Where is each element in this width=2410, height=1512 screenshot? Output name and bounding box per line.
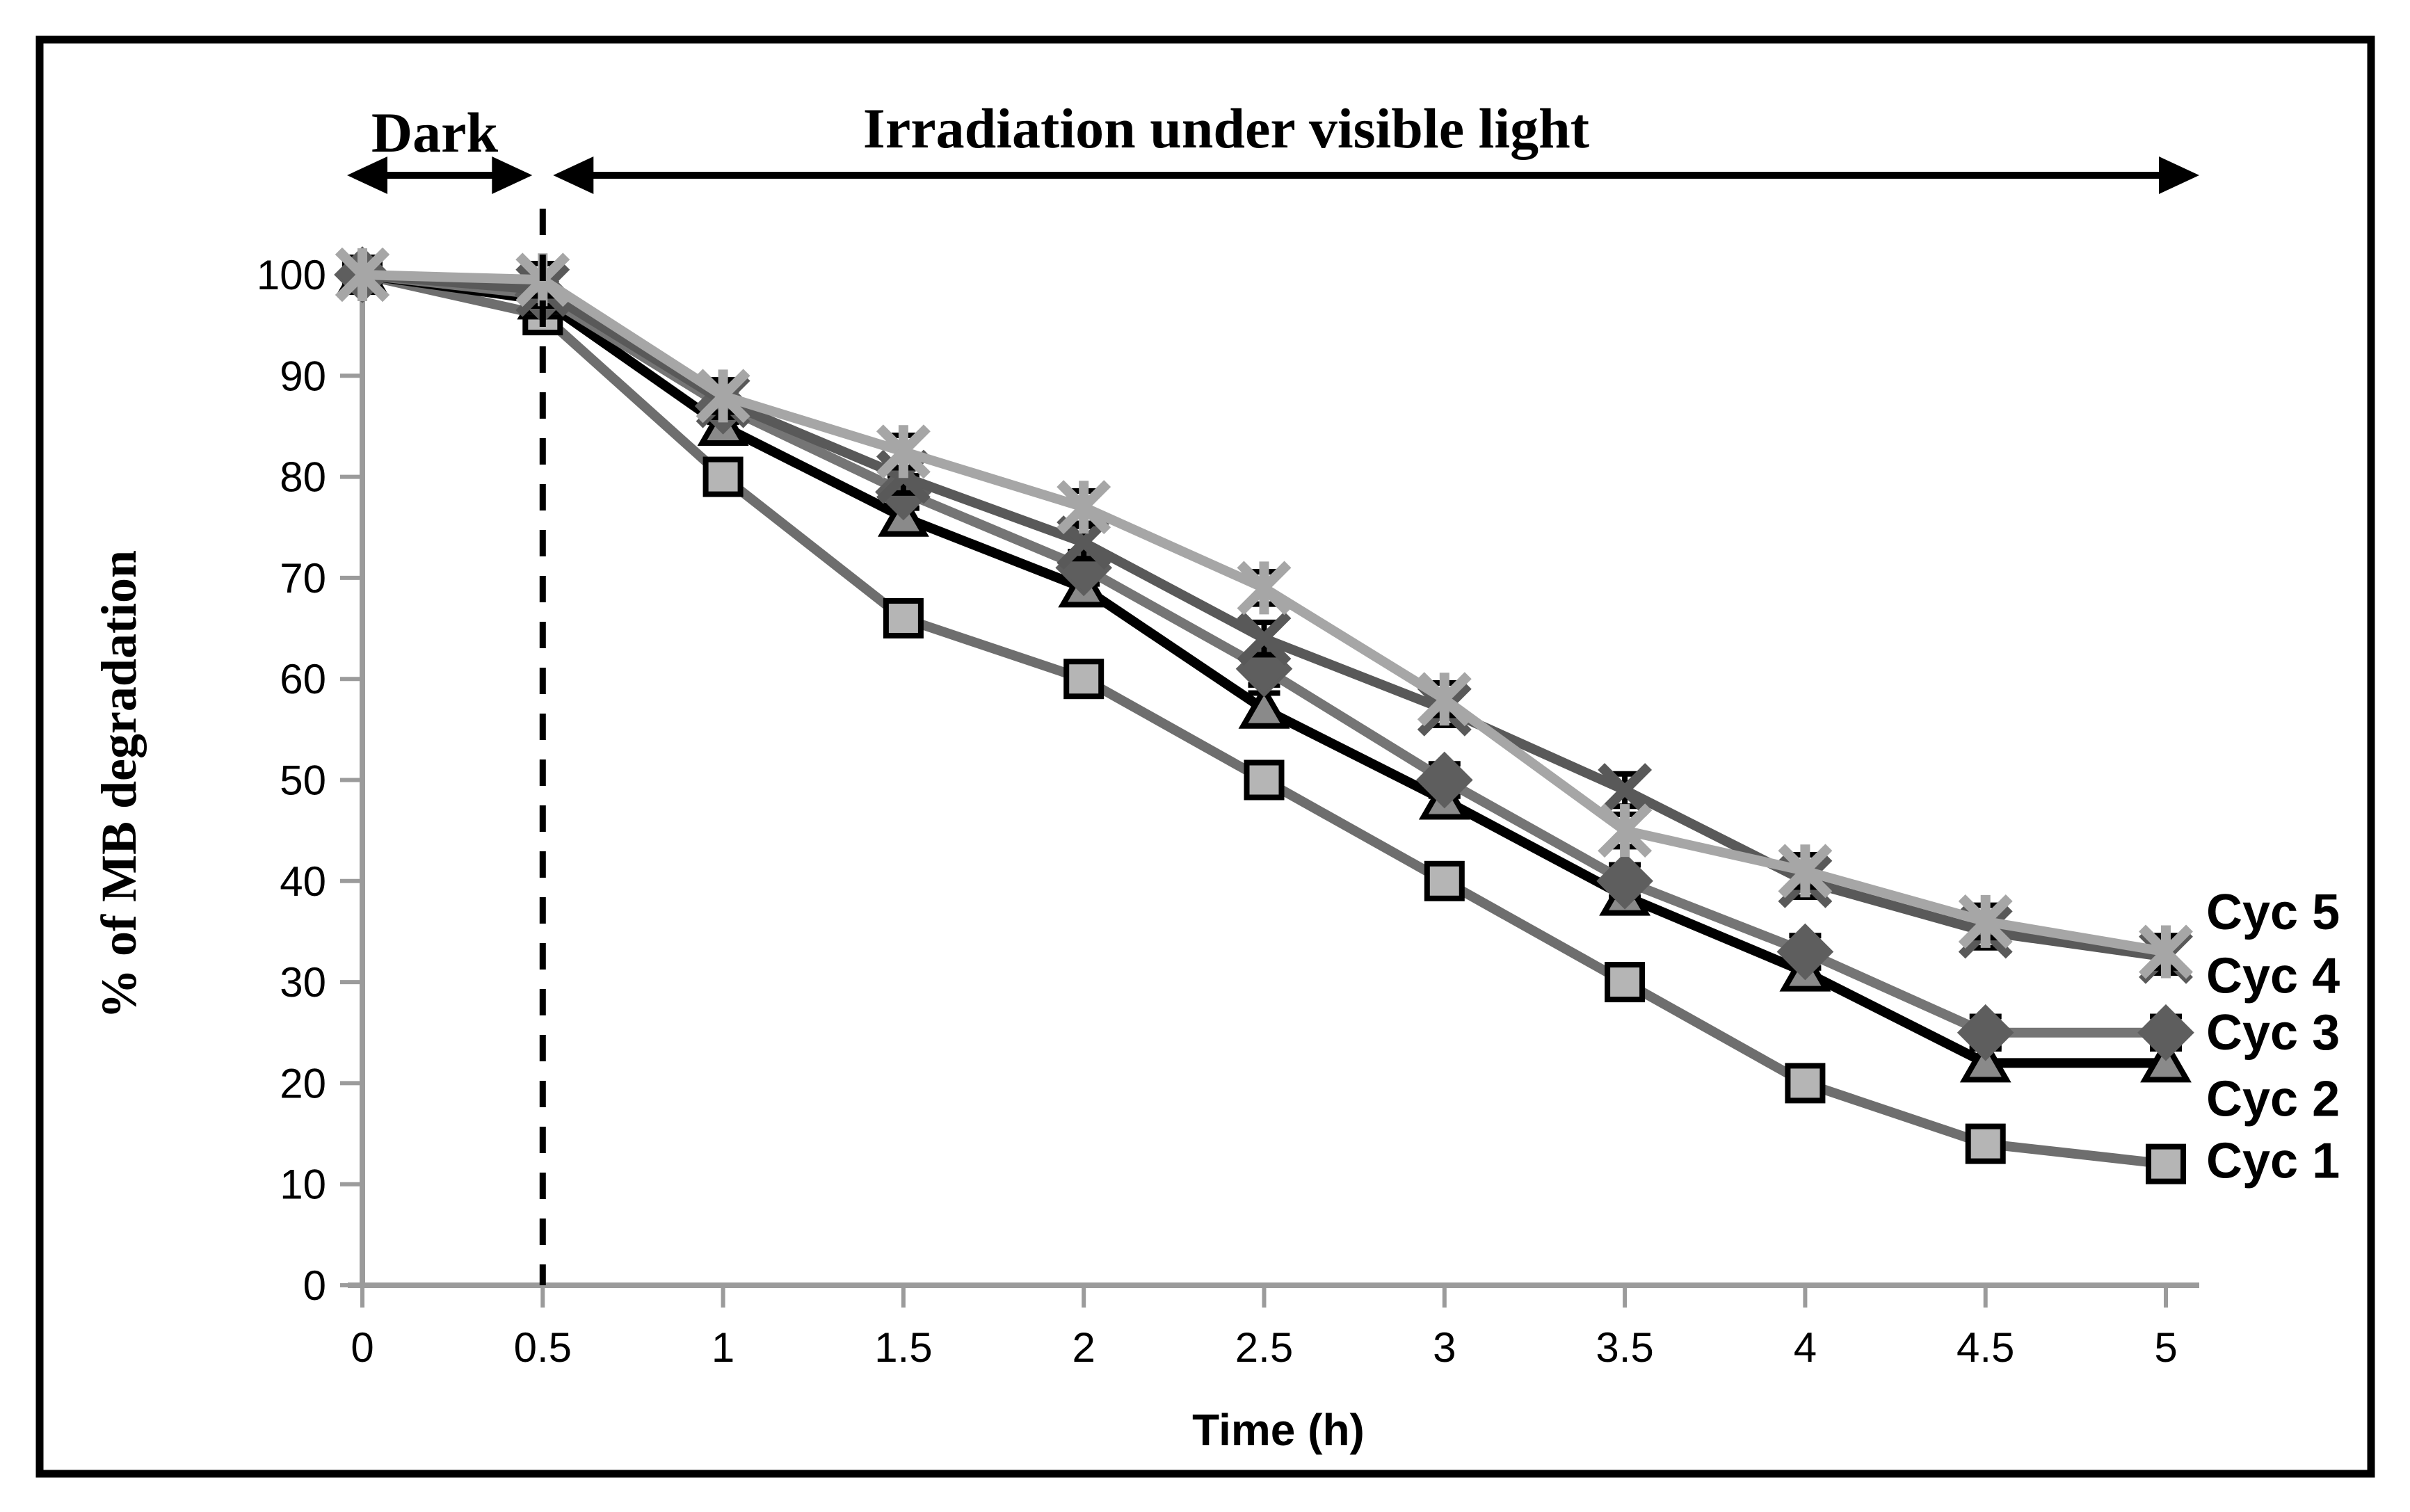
y-tick-label: 30: [280, 959, 326, 1006]
y-tick-label: 70: [280, 555, 326, 602]
marker-square: [1063, 659, 1104, 700]
x-tick-label: 2: [1073, 1324, 1095, 1371]
x-tick-label: 1.5: [874, 1324, 932, 1371]
irradiation-region-label: Irradiation under visible light: [863, 97, 1589, 160]
x-axis-title: Time (h): [1192, 1405, 1365, 1455]
marker-x-stroke: [1237, 611, 1292, 666]
marker-triangle: [1238, 684, 1290, 729]
marker-square: [1605, 962, 1646, 1003]
y-tick-label: 100: [257, 252, 326, 298]
y-tick-label: 80: [280, 454, 326, 501]
series-label: Cyc 2: [2206, 1072, 2340, 1127]
y-tick-label: 0: [303, 1262, 326, 1309]
x-tick-label: 4.5: [1957, 1324, 2014, 1371]
marker-diamond: [1776, 923, 1834, 981]
axes-group: 0 10 20 30 40 50 60 70 80 90 100 0 0.5 1 1.5 2 2.5 3 3.5 4 4…: [257, 252, 2199, 1371]
y-tick-label: 40: [280, 858, 326, 905]
arrow-head-right: [2159, 156, 2199, 194]
x-tick-label: 1: [712, 1324, 734, 1371]
marker-x-stroke: [1598, 763, 1653, 817]
series-label: Cyc 1: [2206, 1133, 2340, 1189]
marker-diamond: [1957, 1004, 2014, 1061]
series-label: Cyc 4: [2206, 948, 2340, 1004]
x-tick-label: 5: [2154, 1324, 2177, 1371]
x-tick-label: 3: [1433, 1324, 1456, 1371]
marker-square: [1424, 860, 1465, 901]
series-label: Cyc 3: [2206, 1005, 2340, 1061]
marker-square: [883, 598, 924, 639]
series-label: Cyc 5: [2206, 885, 2340, 940]
marker-square: [1244, 759, 1285, 801]
marker-diamond: [2137, 1004, 2194, 1061]
x-tick-label: 4: [1794, 1324, 1817, 1371]
arrow-head-left: [347, 156, 387, 194]
y-axis-title: % of MB degradation: [91, 550, 147, 1019]
marker-triangle: [2140, 1038, 2192, 1083]
y-tick-label: 60: [280, 656, 326, 702]
y-tick-label: 90: [280, 353, 326, 399]
marker-square: [702, 456, 744, 497]
irradiation-region-arrow: [553, 156, 2199, 194]
marker-triangle: [1959, 1038, 2011, 1083]
x-tick-label: 2.5: [1235, 1324, 1293, 1371]
dark-region-arrow: [347, 156, 533, 194]
x-tick-label: 0.5: [514, 1324, 572, 1371]
y-tick-label: 50: [280, 757, 326, 804]
marker-square: [1785, 1063, 1826, 1104]
x-tick-label: 3.5: [1596, 1324, 1653, 1371]
marker-square: [1965, 1123, 2006, 1164]
annotation-group: [347, 156, 2199, 1285]
marker-square: [2146, 1143, 2186, 1184]
x-tick-label: 0: [351, 1324, 373, 1371]
arrow-head-left: [553, 156, 594, 194]
figure-border: [35, 35, 2375, 1478]
series-cyc-5: Cyc 5: [335, 248, 2340, 979]
y-tick-label: 10: [280, 1161, 326, 1208]
dark-region-label: Dark: [371, 101, 499, 164]
arrow-head-right: [492, 156, 533, 194]
marker-diamond: [1596, 852, 1653, 910]
marker-diamond: [1415, 751, 1473, 809]
y-tick-label: 20: [280, 1060, 326, 1107]
